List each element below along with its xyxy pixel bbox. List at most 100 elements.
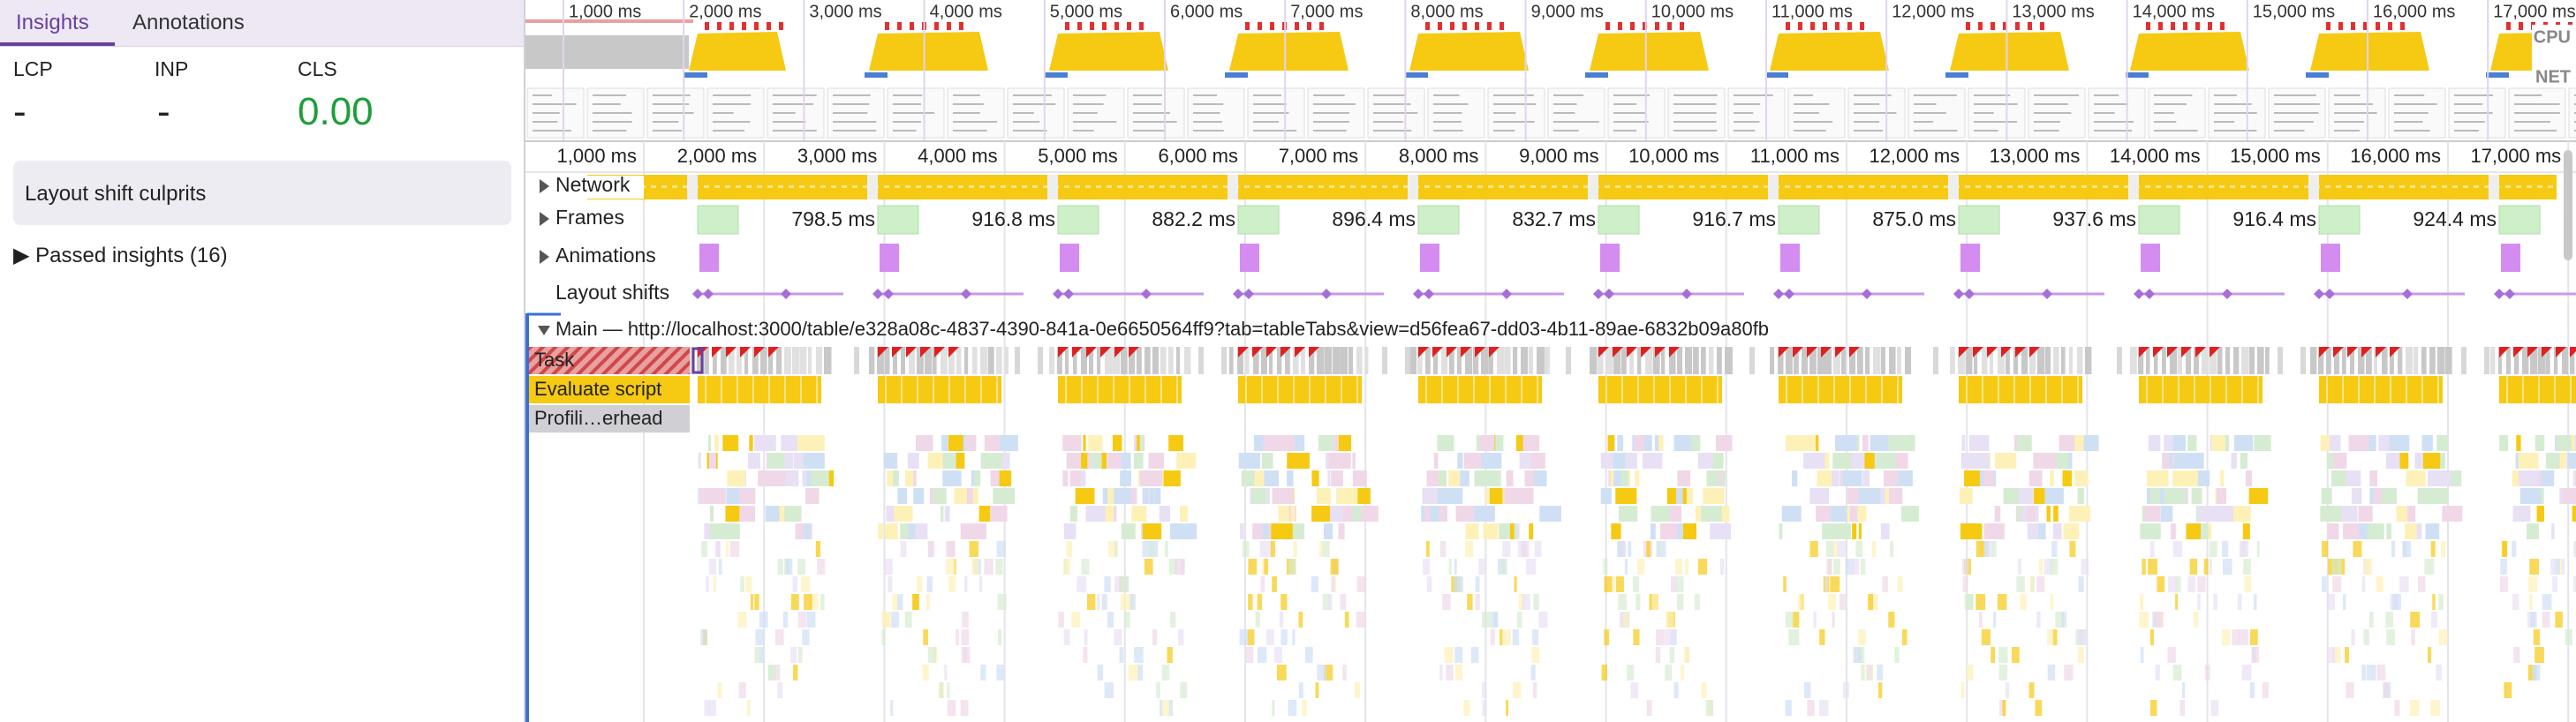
task (2241, 347, 2249, 374)
flame-entry (2406, 506, 2416, 522)
flame-entry (739, 488, 756, 504)
script-gap (2326, 376, 2328, 403)
task (1613, 347, 1621, 374)
flame-entry (892, 594, 898, 610)
flame-entry (1278, 506, 1289, 522)
flame-entry (2204, 665, 2210, 681)
flame-entry (2551, 523, 2555, 539)
flame-entry (1862, 470, 1870, 486)
task (729, 347, 735, 374)
layout-shift (883, 289, 894, 299)
long-task-mark (1835, 22, 1839, 30)
flame-entry (944, 506, 950, 522)
flame-entry (820, 594, 825, 610)
tab[interactable]: Annotations (132, 11, 245, 34)
flame-entry (2361, 523, 2384, 539)
long-task-flag (1280, 347, 1291, 357)
flame-entry (2411, 629, 2415, 645)
task (1521, 347, 1529, 374)
flame-entry (1833, 559, 1840, 575)
flame-entry (1966, 594, 1974, 610)
flame-entry (2533, 665, 2541, 681)
frame-box (697, 205, 739, 235)
flame-entry (2211, 435, 2226, 451)
flame-entry (1097, 594, 1100, 610)
flame-entry (1877, 682, 1883, 698)
flame-entry (2068, 506, 2090, 522)
task (2358, 347, 2365, 374)
flame-entry (1715, 435, 1733, 451)
flame-entry (1834, 453, 1855, 469)
flame-entry (2144, 506, 2161, 522)
long-task-flag (2361, 347, 2372, 357)
frame-box (1958, 205, 2000, 235)
flame-entry (1454, 559, 1457, 575)
cpu-hill (1229, 32, 1348, 71)
task (1229, 347, 1234, 374)
long-task-mark (767, 22, 771, 30)
flame-entry (1849, 506, 1858, 522)
network-dash (1477, 185, 1483, 188)
flame-entry (1454, 665, 1463, 681)
flame-entry (961, 647, 971, 663)
flame-entry (1107, 488, 1114, 504)
task (2130, 347, 2137, 374)
task (1285, 347, 1290, 374)
cpu-hill (1770, 32, 1889, 71)
flame-entry (2175, 576, 2181, 592)
flame-entry (1259, 541, 1267, 557)
network-dash (1742, 185, 1748, 188)
flame-entry (1128, 665, 1138, 681)
passed-insights[interactable]: ▶ Passed insights (16) (13, 244, 228, 267)
task (1309, 347, 1315, 374)
task (2326, 347, 2331, 374)
flame-entry (967, 488, 973, 504)
flame-entry (1616, 576, 1624, 592)
flame-entry (1604, 576, 1613, 592)
script-gap (800, 376, 802, 403)
flame-entry (995, 559, 1003, 575)
flame-entry (1439, 665, 1443, 681)
flame-entry (1091, 453, 1104, 469)
task (1237, 347, 1243, 374)
script-gap (2570, 376, 2572, 403)
flame-entry (1279, 612, 1284, 628)
flame-entry (2147, 470, 2167, 486)
flame-entry (962, 435, 966, 451)
network-dash (1075, 185, 1080, 188)
layout-shift (1053, 289, 1063, 299)
ruler-tick-label: 13,000 ms (1990, 145, 2081, 167)
net-mark (1585, 72, 1608, 78)
flame-entry (971, 470, 975, 486)
flame-entry (1331, 576, 1335, 592)
flame-entry (1833, 541, 1839, 557)
long-task-mark (1630, 22, 1635, 30)
flame-entry (1511, 488, 1534, 504)
task (980, 347, 988, 374)
flame-entry (2140, 594, 2144, 610)
evaluate-script (698, 376, 821, 403)
network-dash (2336, 185, 2341, 188)
flame-entry (2077, 488, 2085, 504)
insight-card[interactable]: Layout shift culprits (13, 161, 511, 225)
ruler-tick-label: 1,000 ms (557, 145, 638, 167)
frame-box (1778, 205, 1820, 235)
script-gap (1160, 376, 1162, 403)
network-dash (1753, 185, 1758, 188)
network-dash (1689, 185, 1695, 188)
frame-duration: 875.0 ms (1872, 207, 1956, 230)
tab[interactable]: Insights (16, 11, 89, 34)
task (1497, 347, 1505, 374)
network-dash (2548, 185, 2553, 188)
flame-entry (1121, 523, 1136, 539)
long-task-flag (1669, 347, 1680, 357)
flame-entry (1817, 470, 1832, 486)
flame-entry (708, 700, 716, 716)
flame-entry (2142, 559, 2146, 575)
network-dash (1340, 185, 1345, 188)
flame-entry (1454, 647, 1463, 663)
script-gap (1669, 376, 1671, 403)
flame-entry (2197, 506, 2217, 522)
flame-entry (1345, 435, 1352, 451)
network-dash (1393, 185, 1398, 188)
